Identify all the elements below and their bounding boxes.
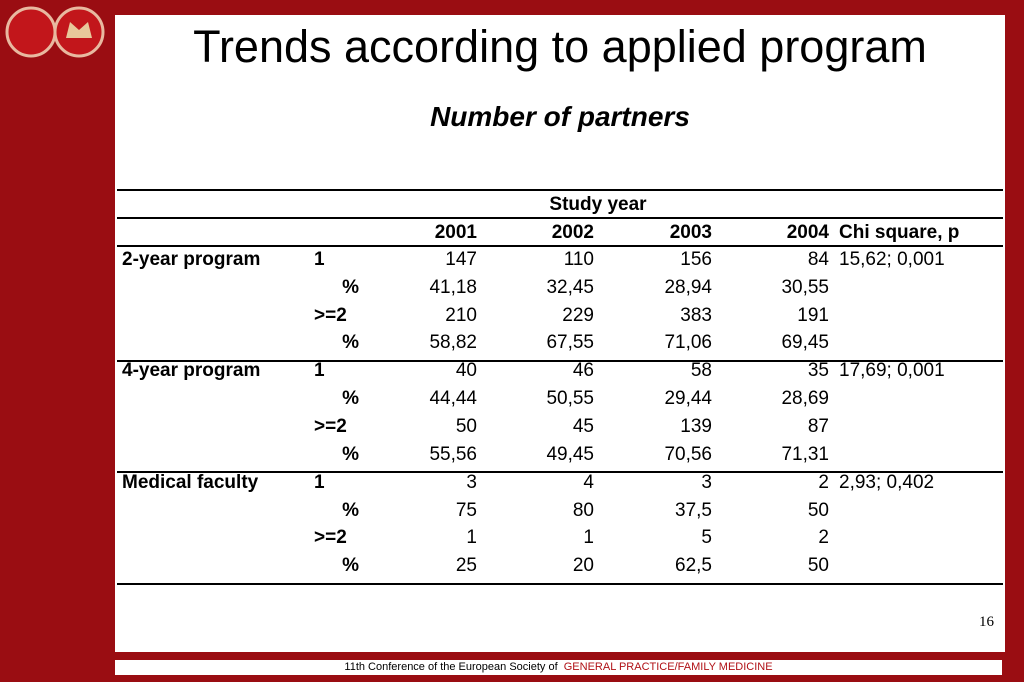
cell: 45 xyxy=(572,416,594,437)
footer-text: 11th Conference of the European Society … xyxy=(344,661,558,673)
cell: 110 xyxy=(563,249,594,270)
row-label: % xyxy=(342,443,359,465)
chi-square: 2,93; 0,402 xyxy=(839,471,935,493)
logos xyxy=(5,6,105,58)
cell: 46 xyxy=(572,360,594,382)
cell: 58 xyxy=(690,360,712,382)
group-name: Medical faculty xyxy=(122,471,259,493)
cell: 210 xyxy=(445,304,477,326)
cell: 58,82 xyxy=(429,332,477,354)
column-header: 2003 xyxy=(669,222,712,243)
rule xyxy=(117,217,1003,219)
cell: 50 xyxy=(807,555,829,577)
spanner: Study year xyxy=(549,194,647,215)
page-number: 16 xyxy=(979,614,994,630)
cell: 1 xyxy=(466,527,477,549)
cell: 50,55 xyxy=(546,388,594,410)
cell: 71,31 xyxy=(781,443,829,465)
cell: 383 xyxy=(680,304,712,326)
row-label: % xyxy=(342,388,359,410)
cell: 71,06 xyxy=(664,332,712,354)
row-label: >=2 xyxy=(314,527,347,549)
subtitle: Number of partners xyxy=(430,101,690,132)
cell: 20 xyxy=(572,555,594,577)
chi-square: 15,62; 0,001 xyxy=(839,249,945,270)
cell: 2 xyxy=(818,527,829,549)
cell: 156 xyxy=(680,249,712,270)
cell: 55,56 xyxy=(429,443,477,465)
cell: 3 xyxy=(466,471,477,493)
cell: 87 xyxy=(807,416,829,437)
cell: 29,44 xyxy=(664,388,712,410)
cell: 50 xyxy=(455,416,477,437)
rule xyxy=(117,245,1003,247)
cell: 28,94 xyxy=(664,276,712,298)
rule xyxy=(117,189,1003,191)
chi-square: 17,69; 0,001 xyxy=(839,360,945,382)
cell: 41,18 xyxy=(429,276,477,298)
rule xyxy=(117,583,1003,585)
cell: 25 xyxy=(455,555,477,577)
cell: 30,55 xyxy=(781,276,829,298)
cell: 35 xyxy=(807,360,829,382)
cell: 75 xyxy=(455,499,477,521)
title: Trends according to applied program xyxy=(193,21,927,72)
row-label: % xyxy=(342,332,359,354)
group-name: 4-year program xyxy=(122,360,261,382)
cell: 44,44 xyxy=(429,388,477,410)
cell: 147 xyxy=(445,249,477,270)
cell: 229 xyxy=(562,304,594,326)
column-header: Chi square, p xyxy=(839,222,960,243)
cell: 84 xyxy=(807,249,829,270)
row-label: % xyxy=(342,499,359,521)
cell: 69,45 xyxy=(781,332,829,354)
cell: 5 xyxy=(701,527,712,549)
cell: 62,5 xyxy=(675,555,712,577)
row-label: 1 xyxy=(314,249,325,270)
rule xyxy=(117,471,1003,473)
row-label: % xyxy=(342,555,359,577)
footer-highlight: GENERAL PRACTICE/FAMILY MEDICINE xyxy=(563,661,773,673)
row-label: % xyxy=(342,276,359,298)
cell: 191 xyxy=(797,304,829,326)
cell: 139 xyxy=(680,416,712,437)
row-label: >=2 xyxy=(314,304,347,326)
column-header: 2001 xyxy=(434,222,477,243)
cell: 1 xyxy=(583,527,594,549)
rule xyxy=(117,360,1003,362)
group-name: 2-year program xyxy=(122,249,261,270)
cell: 2 xyxy=(818,471,829,493)
row-label: 1 xyxy=(314,471,325,493)
cell: 32,45 xyxy=(546,276,594,298)
cell: 28,69 xyxy=(781,388,829,410)
row-label: >=2 xyxy=(314,416,347,437)
cell: 50 xyxy=(807,499,829,521)
footer: 11th Conference of the European Society … xyxy=(115,660,1002,675)
column-header: 2002 xyxy=(551,222,594,243)
column-header: 2004 xyxy=(786,222,829,243)
cell: 80 xyxy=(572,499,594,521)
cell: 37,5 xyxy=(675,499,712,521)
cell: 40 xyxy=(455,360,477,382)
cell: 49,45 xyxy=(546,443,594,465)
cell: 70,56 xyxy=(664,443,712,465)
cell: 4 xyxy=(583,471,594,493)
cell: 67,55 xyxy=(546,332,594,354)
row-label: 1 xyxy=(314,360,325,382)
content-panel xyxy=(115,15,1005,652)
cell: 3 xyxy=(701,471,712,493)
